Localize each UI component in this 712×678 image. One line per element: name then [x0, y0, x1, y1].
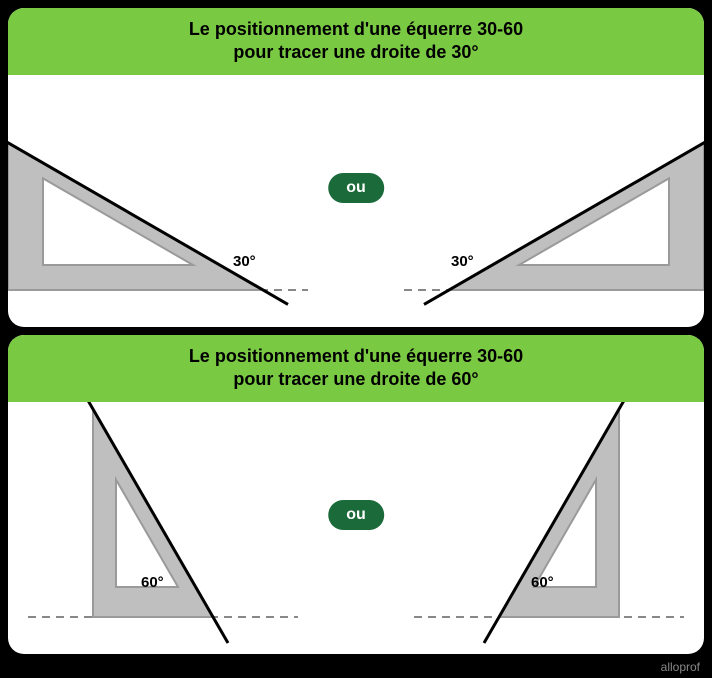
angle-label: 60° [531, 574, 554, 591]
angle-label: 60° [141, 574, 164, 591]
left-half: 60° [8, 402, 356, 653]
title-line2: pour tracer une droite de 60° [233, 369, 478, 389]
diagram-30-right [356, 75, 704, 326]
diagram-60-right [356, 402, 704, 653]
left-half: 30° [8, 75, 356, 326]
watermark: alloprof [661, 660, 700, 674]
panel-header: Le positionnement d'une équerre 30-60 po… [8, 335, 704, 402]
diagram-60-left [8, 402, 356, 653]
panel-header: Le positionnement d'une équerre 30-60 po… [8, 8, 704, 75]
right-half: 60° [356, 402, 704, 653]
angle-label: 30° [451, 253, 474, 270]
or-badge: ou [328, 173, 384, 203]
title-line2: pour tracer une droite de 30° [233, 42, 478, 62]
panel-30deg: Le positionnement d'une équerre 30-60 po… [8, 8, 704, 327]
panel-body: 60° 60° ou [8, 402, 704, 653]
panel-body: 30° 30° ou [8, 75, 704, 326]
panel-60deg: Le positionnement d'une équerre 30-60 po… [8, 335, 704, 654]
title-line1: Le positionnement d'une équerre 30-60 [189, 19, 523, 39]
title-line1: Le positionnement d'une équerre 30-60 [189, 346, 523, 366]
right-half: 30° [356, 75, 704, 326]
or-badge: ou [328, 500, 384, 530]
diagram-30-left [8, 75, 356, 326]
angle-label: 30° [233, 253, 256, 270]
